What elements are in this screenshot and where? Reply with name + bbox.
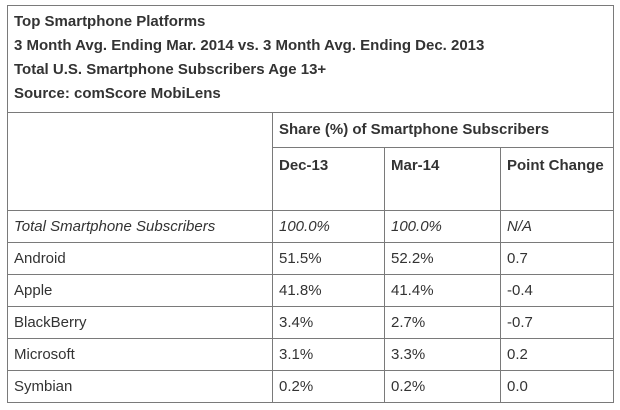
- cell-dec13: 3.4%: [272, 306, 385, 339]
- group-header: Share (%) of Smartphone Subscribers: [272, 112, 614, 148]
- cell-change: 0.0: [500, 370, 614, 403]
- cell-dec13: 41.8%: [272, 274, 385, 307]
- cell-mar14: 52.2%: [384, 242, 501, 275]
- table-population: Total U.S. Smartphone Subscribers Age 13…: [14, 61, 327, 78]
- column-header-dec13: Dec-13: [272, 147, 385, 211]
- row-label: Total Smartphone Subscribers: [7, 210, 273, 243]
- column-header-mar14: Mar-14: [384, 147, 501, 211]
- cell-mar14: 3.3%: [384, 338, 501, 371]
- cell-dec13: 51.5%: [272, 242, 385, 275]
- table-header-row: Top Smartphone Platforms 3 Month Avg. En…: [7, 5, 614, 113]
- table-row-microsoft: Microsoft 3.1% 3.3% 0.2: [7, 338, 614, 371]
- row-label: BlackBerry: [7, 306, 273, 339]
- cell-mar14: 100.0%: [384, 210, 501, 243]
- cell-change: 0.7: [500, 242, 614, 275]
- row-label: Android: [7, 242, 273, 275]
- cell-change: N/A: [500, 210, 614, 243]
- group-header-row: Share (%) of Smartphone Subscribers: [7, 112, 614, 211]
- cell-dec13: 0.2%: [272, 370, 385, 403]
- cell-mar14: 41.4%: [384, 274, 501, 307]
- cell-dec13: 3.1%: [272, 338, 385, 371]
- cell-mar14: 2.7%: [384, 306, 501, 339]
- platform-share-table: Top Smartphone Platforms 3 Month Avg. En…: [7, 5, 614, 403]
- table-title: Top Smartphone Platforms: [14, 13, 206, 30]
- table-period: 3 Month Avg. Ending Mar. 2014 vs. 3 Mont…: [14, 37, 485, 54]
- table-row-apple: Apple 41.8% 41.4% -0.4: [7, 274, 614, 307]
- cell-dec13: 100.0%: [272, 210, 385, 243]
- cell-change: -0.4: [500, 274, 614, 307]
- table-header: Top Smartphone Platforms 3 Month Avg. En…: [7, 5, 614, 113]
- table-source: Source: comScore MobiLens: [14, 85, 221, 102]
- row-label: Symbian: [7, 370, 273, 403]
- blank-corner-cell: [7, 112, 273, 211]
- column-header-row: Dec-13 Mar-14 Point Change: [8, 147, 614, 211]
- table-row-total: Total Smartphone Subscribers 100.0% 100.…: [7, 210, 614, 243]
- table-row-android: Android 51.5% 52.2% 0.7: [7, 242, 614, 275]
- cell-change: 0.2: [500, 338, 614, 371]
- row-label: Microsoft: [7, 338, 273, 371]
- table-row-blackberry: BlackBerry 3.4% 2.7% -0.7: [7, 306, 614, 339]
- row-label: Apple: [7, 274, 273, 307]
- table-row-symbian: Symbian 0.2% 0.2% 0.0: [7, 370, 614, 403]
- cell-change: -0.7: [500, 306, 614, 339]
- column-header-point-change: Point Change: [500, 147, 614, 211]
- cell-mar14: 0.2%: [384, 370, 501, 403]
